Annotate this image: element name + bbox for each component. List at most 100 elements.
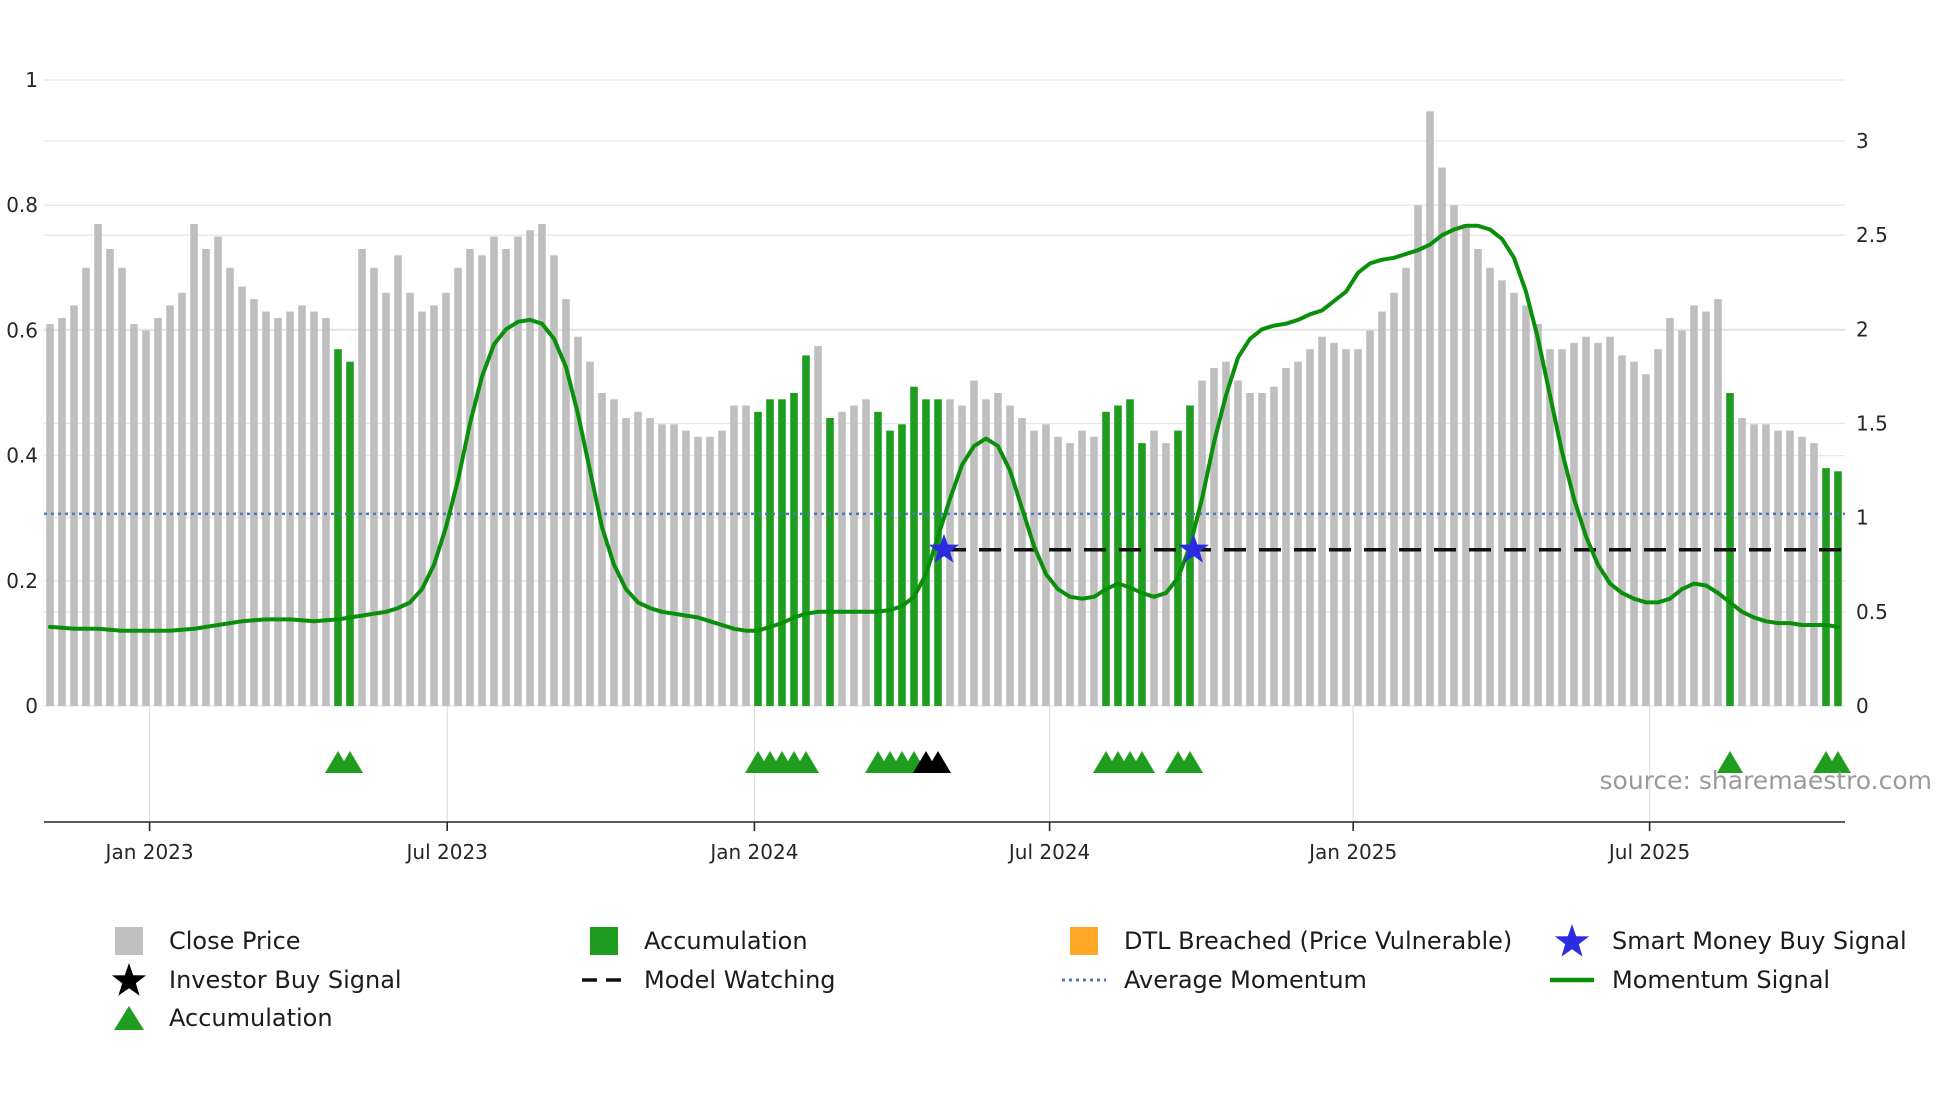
close-price-bar (742, 405, 750, 706)
close-price-bar (130, 324, 138, 706)
close-price-bar (598, 393, 606, 706)
close-price-bar (1630, 361, 1638, 706)
accumulation-bar (346, 361, 354, 706)
close-price-bar (442, 292, 450, 706)
y-axis-left-label: 0.4 (6, 444, 38, 468)
y-axis-left-label: 0.8 (6, 193, 38, 217)
close-price-bar (58, 317, 66, 706)
close-price-bar (1642, 374, 1650, 706)
close-price-bar (1246, 393, 1254, 706)
close-price-bar (1090, 436, 1098, 706)
close-price-bar (1498, 280, 1506, 706)
close-price-bar (1294, 361, 1302, 706)
dtl-breached-swatch-icon (1060, 922, 1108, 960)
close-price-bar (142, 330, 150, 706)
close-price-bar (1018, 418, 1026, 706)
close-price-bar (1162, 443, 1170, 706)
close-price-bar (178, 292, 186, 706)
accumulation-bar (1102, 411, 1110, 706)
accumulation-bar (874, 411, 882, 706)
close-price-bar (1486, 267, 1494, 706)
close-price-bar (358, 249, 366, 706)
close-price-bar (46, 324, 54, 706)
close-price-bar (490, 236, 498, 706)
close-price-bar (154, 317, 162, 706)
close-price-bar (706, 436, 714, 706)
legend-item-average-momentum: Average Momentum (1060, 961, 1367, 999)
x-axis-label: Jan 2023 (104, 840, 194, 864)
close-price-bar (1690, 305, 1698, 706)
close-price-bar (502, 249, 510, 706)
close-price-bar (562, 299, 570, 706)
close-price-bar (694, 436, 702, 706)
close-price-bar (190, 224, 198, 706)
accumulation-triangle (1177, 751, 1203, 773)
legend-label-close-price: Close Price (169, 927, 301, 955)
close-price-bar (1786, 430, 1794, 706)
accumulation-swatch-icon (580, 922, 628, 960)
close-price-bar (730, 405, 738, 706)
model-watching-dash-icon (580, 961, 628, 999)
close-price-bar (622, 418, 630, 706)
close-price-bar (850, 405, 858, 706)
accumulation-triangle (1129, 751, 1155, 773)
close-price-bar (418, 311, 426, 706)
close-price-bar (1066, 443, 1074, 706)
close-price-bar (514, 236, 522, 706)
legend-item-momentum-signal: Momentum Signal (1548, 961, 1830, 999)
close-price-bar (106, 249, 114, 706)
legend-label-smart-money: Smart Money Buy Signal (1612, 927, 1907, 955)
source-credit: source: sharemaestro.com (1599, 766, 1933, 795)
close-price-bar (1030, 430, 1038, 706)
legend-label-dtl-breached: DTL Breached (Price Vulnerable) (1124, 927, 1513, 955)
close-price-bar (310, 311, 318, 706)
legend-label-investor-buy: Investor Buy Signal (169, 966, 402, 994)
close-price-swatch-icon (105, 922, 153, 960)
y-axis-left-label: 1 (25, 68, 38, 92)
close-price-bar (862, 399, 870, 706)
y-axis-right-label: 1.5 (1856, 412, 1888, 436)
close-price-bar (1750, 424, 1758, 706)
close-price-bar (526, 230, 534, 706)
accumulation-bar (910, 386, 918, 706)
legend-label-momentum-signal: Momentum Signal (1612, 966, 1831, 994)
close-price-bar (1210, 368, 1218, 706)
close-price-bar (1774, 430, 1782, 706)
close-price-bar (430, 305, 438, 706)
smart-money-star (928, 533, 960, 563)
close-price-bar (322, 317, 330, 706)
average-momentum-dots-icon (1060, 961, 1108, 999)
close-price-bar (1270, 386, 1278, 706)
close-price-bar (682, 430, 690, 706)
accumulation-bar (334, 349, 342, 706)
close-price-bar (1054, 436, 1062, 706)
close-price-bar (1474, 249, 1482, 706)
close-price-bar (478, 255, 486, 707)
close-price-bar (70, 305, 78, 706)
close-price-bar (550, 255, 558, 707)
close-price-bar (1558, 349, 1566, 706)
legend-item-investor-buy: Investor Buy Signal (105, 961, 402, 999)
close-price-bar (1438, 167, 1446, 707)
legend: Close Price Accumulation DTL Breached (P… (0, 916, 1960, 1056)
close-price-bar (1414, 205, 1422, 706)
legend-item-close-price: Close Price (105, 922, 301, 960)
close-price-bar (226, 267, 234, 706)
close-price-bar (1462, 224, 1470, 706)
legend-label-average-momentum: Average Momentum (1124, 966, 1367, 994)
close-price-bar (274, 317, 282, 706)
close-price-bar (466, 249, 474, 706)
x-axis-label: Jan 2025 (1307, 840, 1397, 864)
close-price-bar (1582, 336, 1590, 706)
close-price-bar (1006, 405, 1014, 706)
close-price-bar (538, 224, 546, 706)
y-axis-right-label: 0 (1856, 694, 1869, 718)
close-price-bar (1702, 311, 1710, 706)
accumulation-bar (1138, 443, 1146, 706)
accumulation-triangle (793, 751, 819, 773)
close-price-bar (370, 267, 378, 706)
accumulation-bar (1114, 405, 1122, 706)
close-price-bar (1606, 336, 1614, 706)
x-axis-label: Jul 2025 (1607, 840, 1690, 864)
accumulation-bar (1834, 471, 1842, 707)
